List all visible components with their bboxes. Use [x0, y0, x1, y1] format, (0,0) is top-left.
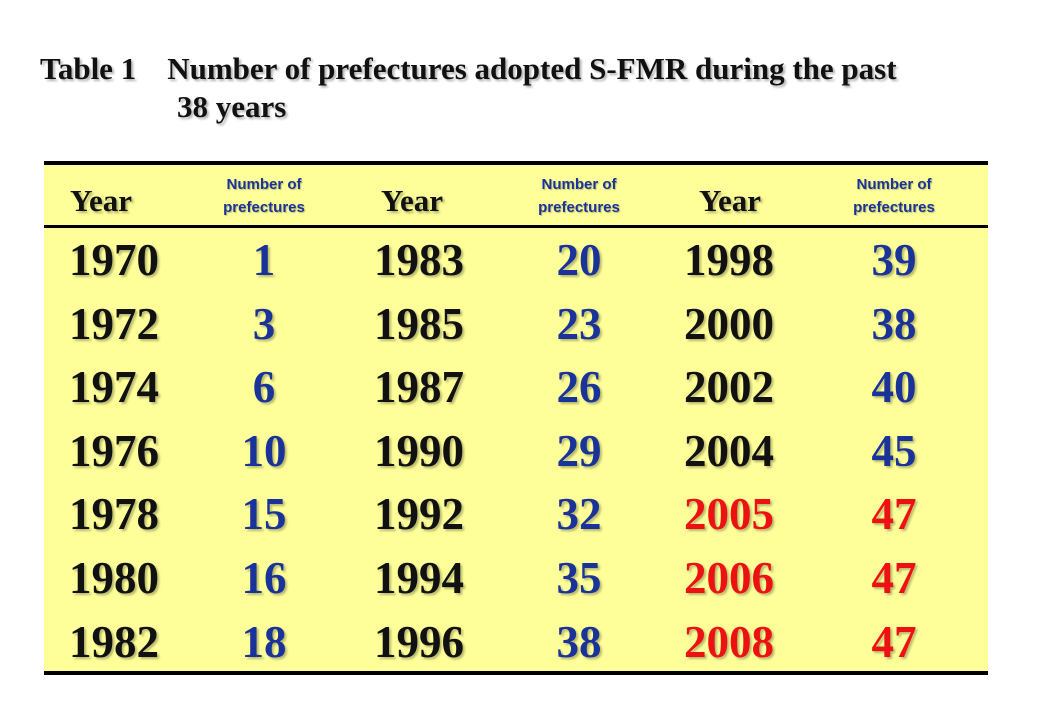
year-cell: 1990 [374, 425, 464, 476]
table-row: 1972 3 1985 23 2000 38 [44, 292, 988, 356]
header-num-line1: Number of [856, 176, 932, 193]
table-row: 1982 18 1996 38 2008 47 [44, 610, 988, 674]
prefecture-count-cell: 38 [556, 616, 602, 667]
year-cell: 1982 [69, 616, 159, 667]
year-cell: 1974 [69, 362, 159, 413]
title-line-1: Table 1 Number of prefectures adopted S-… [40, 51, 897, 86]
title-line-2: 38 years [177, 89, 287, 124]
prefecture-count-cell: 26 [556, 362, 602, 413]
header-number-of-prefectures-2: Number of prefectures [514, 173, 644, 219]
prefecture-count-cell: 10 [241, 425, 287, 476]
table-row: 1980 16 1994 35 2006 47 [44, 546, 988, 610]
year-cell: 1970 [69, 235, 159, 285]
year-cell: 2005 [684, 489, 774, 540]
year-cell: 1980 [69, 552, 159, 603]
prefecture-count-cell: 32 [556, 489, 602, 540]
prefecture-count-cell: 39 [871, 235, 917, 285]
table-title: Table 1 Number of prefectures adopted S-… [40, 50, 1020, 126]
prefecture-count-cell: 1 [252, 235, 276, 285]
header-number-of-prefectures-3: Number of prefectures [829, 173, 959, 219]
table-row: 1970 1 1983 20 1998 39 [44, 228, 988, 292]
prefecture-count-cell: 18 [241, 616, 287, 667]
year-cell: 1996 [374, 616, 464, 667]
prefecture-count-cell: 23 [556, 298, 602, 349]
year-cell: 1983 [374, 235, 464, 285]
table-row: 1978 15 1992 32 2005 47 [44, 482, 988, 546]
year-cell: 2002 [684, 362, 774, 413]
prefecture-count-cell: 20 [556, 235, 602, 285]
table-body: 1970 1 1983 20 1998 39 1972 3 1985 23 2000 38 1974 6 1… [44, 228, 988, 673]
year-cell: 2006 [684, 552, 774, 603]
year-cell: 1976 [69, 425, 159, 476]
prefecture-table: Year Number of prefectures Year Number o… [44, 161, 988, 675]
header-year-1: Year [70, 183, 132, 218]
table-row: 1976 10 1990 29 2004 45 [44, 419, 988, 483]
prefecture-count-cell: 45 [871, 425, 917, 476]
year-cell: 1992 [374, 489, 464, 540]
table-header: Year Number of prefectures Year Number o… [44, 165, 988, 228]
prefecture-count-cell: 47 [871, 552, 917, 603]
prefecture-count-cell: 47 [871, 616, 917, 667]
year-cell: 1978 [69, 489, 159, 540]
header-num-line1: Number of [226, 176, 302, 193]
header-num-line1: Number of [541, 176, 617, 193]
header-number-of-prefectures-1: Number of prefectures [199, 173, 329, 219]
prefecture-count-cell: 47 [871, 489, 917, 540]
year-cell: 1985 [374, 298, 464, 349]
prefecture-count-cell: 16 [241, 552, 287, 603]
header-num-line2: prefectures [853, 199, 935, 216]
year-cell: 1987 [374, 362, 464, 413]
prefecture-count-cell: 40 [871, 362, 917, 413]
header-num-line2: prefectures [538, 199, 620, 216]
prefecture-count-cell: 3 [252, 298, 276, 349]
prefecture-count-cell: 15 [241, 489, 287, 540]
prefecture-count-cell: 6 [252, 362, 276, 413]
year-cell: 2008 [684, 616, 774, 667]
table-row: 1974 6 1987 26 2002 40 [44, 355, 988, 419]
header-num-line2: prefectures [223, 199, 305, 216]
header-year-2: Year [381, 183, 443, 218]
year-cell: 1998 [684, 235, 774, 285]
year-cell: 2004 [684, 425, 774, 476]
prefecture-count-cell: 29 [556, 425, 602, 476]
prefecture-count-cell: 35 [556, 552, 602, 603]
year-cell: 1972 [69, 298, 159, 349]
year-cell: 1994 [374, 552, 464, 603]
header-year-3: Year [699, 183, 761, 218]
year-cell: 2000 [684, 298, 774, 349]
prefecture-count-cell: 38 [871, 298, 917, 349]
